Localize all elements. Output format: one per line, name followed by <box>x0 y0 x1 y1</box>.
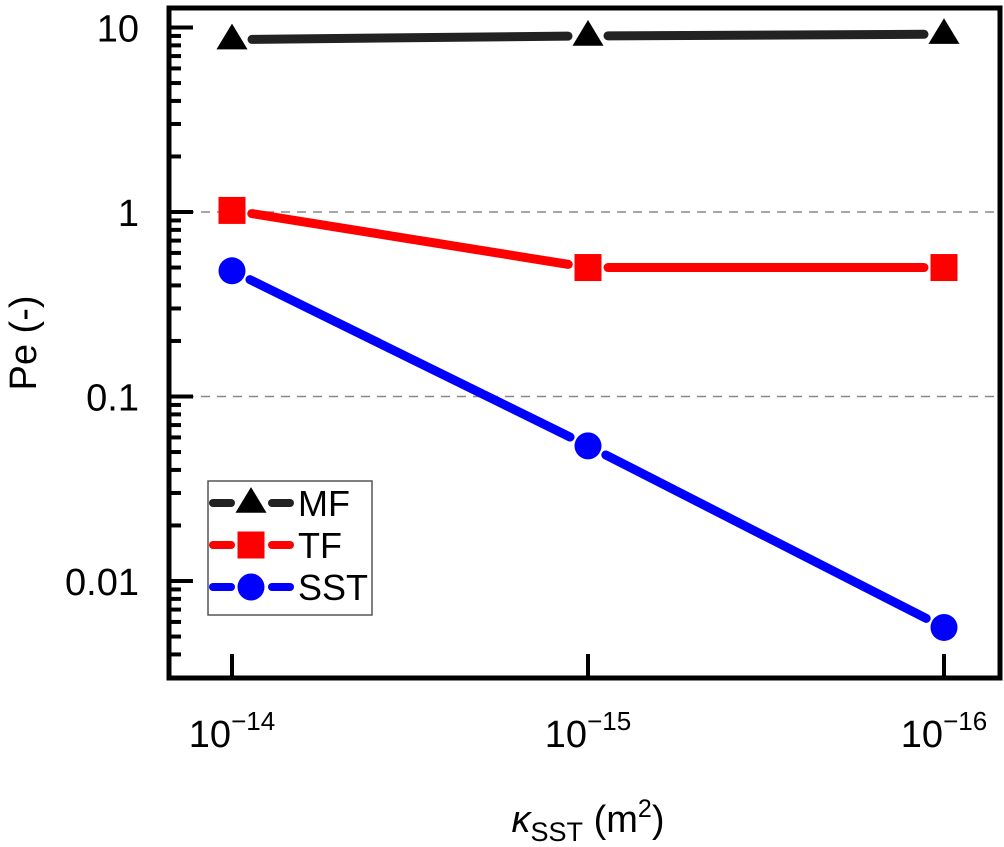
x-tick-exponent: −16 <box>943 706 987 736</box>
legend-entry-tf: TF <box>209 525 342 566</box>
series-segment <box>247 31 573 44</box>
data-point-tf <box>930 254 958 282</box>
x-axis-label-sub: SST <box>531 817 584 847</box>
data-point-tf <box>574 254 602 282</box>
series-segment <box>603 29 929 41</box>
y-tick-label: 1 <box>118 193 139 235</box>
data-point-sst <box>574 432 602 460</box>
x-axis-label-kappa: κ <box>512 799 533 841</box>
x-tick-label: 10−16 <box>901 706 987 756</box>
x-tick-exponent: −14 <box>231 706 275 736</box>
data-point-mf <box>928 18 960 44</box>
x-tick-label: 10−14 <box>189 706 275 756</box>
legend-label: SST <box>298 567 368 608</box>
x-axis-label-close: ) <box>652 799 665 841</box>
x-axis-label-sup: 2 <box>638 795 652 823</box>
x-axis: 10−14 10−15 10−16 <box>189 654 987 756</box>
series-segment <box>247 209 573 269</box>
x-tick-label: 10−15 <box>545 706 631 756</box>
legend-label: MF <box>298 483 350 524</box>
plot-frame <box>166 5 1003 681</box>
grid-layer <box>169 211 1000 398</box>
y-axis-label: Pe (-) <box>3 296 45 391</box>
series-layer <box>216 18 960 641</box>
data-point-mf <box>572 20 604 46</box>
x-tick-base: 10 <box>189 714 231 756</box>
x-tick-base: 10 <box>901 714 943 756</box>
series-sst <box>218 257 958 641</box>
series-mf <box>216 18 960 50</box>
legend-marker-sst <box>237 573 265 601</box>
y-tick-label: 10 <box>97 9 139 51</box>
y-tick-label: 0.01 <box>65 562 139 604</box>
series-segment <box>245 275 575 442</box>
x-axis-label: κSST (m2) <box>512 795 665 847</box>
series-tf <box>218 196 958 282</box>
legend-entry-mf: MF <box>209 483 350 524</box>
x-tick-exponent: −15 <box>587 706 631 736</box>
legend-entry-sst: SST <box>209 567 368 608</box>
data-point-sst <box>930 613 958 641</box>
legend-marker-tf <box>237 531 265 559</box>
y-axis: 10 1 0.1 0.01 <box>65 9 193 657</box>
data-point-tf <box>218 196 246 224</box>
series-segment <box>601 450 931 623</box>
data-point-mf <box>216 23 248 50</box>
data-point-sst <box>218 257 246 285</box>
x-axis-label-unit: (m <box>583 799 638 841</box>
legend-label: TF <box>298 525 342 566</box>
y-tick-label: 0.1 <box>86 378 139 420</box>
legend-marker-mf <box>235 487 267 513</box>
x-tick-base: 10 <box>545 714 587 756</box>
